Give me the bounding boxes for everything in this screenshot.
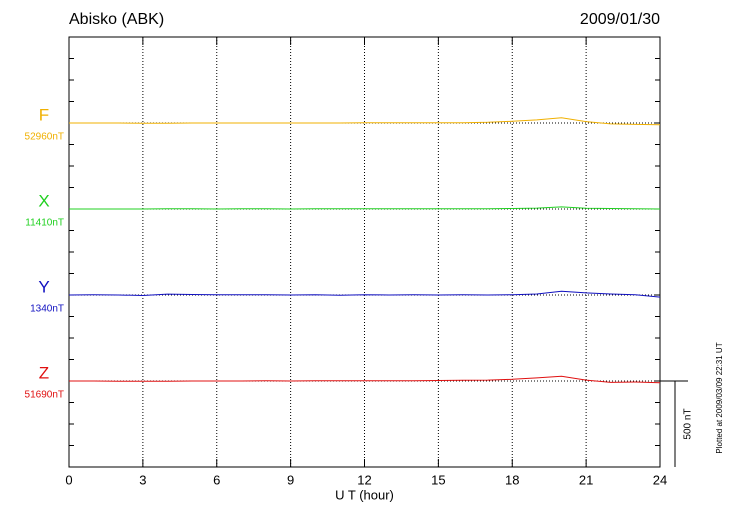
series-line <box>69 117 661 126</box>
x-tick-label: 6 <box>213 472 220 487</box>
series-baseline: 52960nT <box>25 132 64 143</box>
scale-bar-label: 500 nT <box>683 408 694 439</box>
x-tick-label: 12 <box>357 472 371 487</box>
series-name: Z <box>39 363 49 382</box>
series-baseline: 11410nT <box>25 218 64 229</box>
series-name: Y <box>38 277 49 296</box>
footnote: Plotted at 2009/03/09 22:31 UT <box>715 342 724 453</box>
x-tick-label: 21 <box>579 472 593 487</box>
series-baseline: 51690nT <box>25 390 64 401</box>
plot-frame <box>68 36 661 468</box>
series-line <box>69 375 661 384</box>
x-tick-label: 18 <box>505 472 519 487</box>
series-baseline: 1340nT <box>30 304 64 315</box>
x-tick-label: 0 <box>65 472 72 487</box>
x-tick-label: 3 <box>139 472 146 487</box>
series-name: X <box>38 191 49 210</box>
series-line <box>69 206 661 210</box>
x-tick-label: 9 <box>287 472 294 487</box>
x-axis-label: U T (hour) <box>335 487 394 502</box>
chart-title: Abisko (ABK) <box>69 11 164 28</box>
series-name: F <box>39 105 49 124</box>
x-tick-label: 15 <box>431 472 445 487</box>
series-line <box>68 290 661 298</box>
chart-date: 2009/01/30 <box>580 11 660 28</box>
x-tick-label: 24 <box>653 472 667 487</box>
